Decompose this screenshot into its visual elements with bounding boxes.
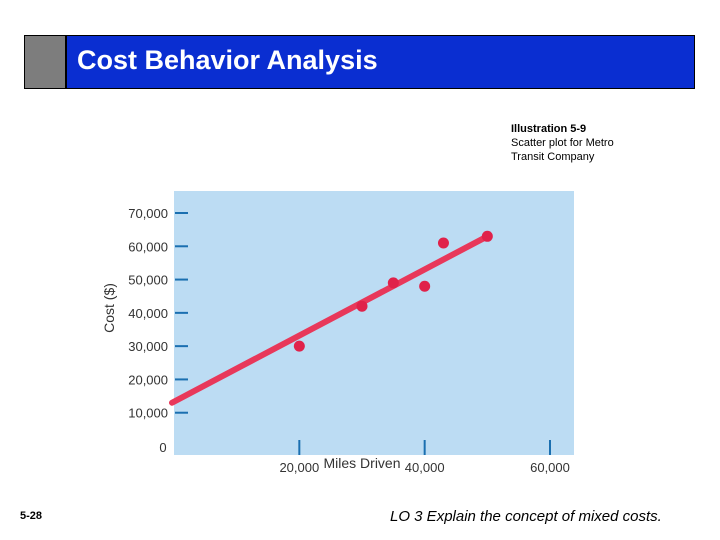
caption-title: Illustration 5-9 [511,123,587,135]
x-tick-label: 20,000 [279,460,319,475]
y-tick-label: 50,000 [128,273,168,288]
illustration-caption: Illustration 5-9 Scatter plot for Metro … [511,122,661,164]
y-tick-label: 70,000 [128,206,168,221]
y-axis-label: Cost ($) [101,283,117,333]
x-axis-label: Miles Driven [323,455,400,471]
y-tick-label: 30,000 [128,339,168,354]
y-tick-label: 40,000 [128,306,168,321]
slide-title: Cost Behavior Analysis [77,45,378,75]
x-axis: 20,000 40,000 60,000 [279,440,570,475]
origin-label: 0 [159,440,166,455]
data-point [293,340,305,352]
scatter-chart-svg: 10,000 20,000 30,000 40,000 50,000 60,000 70,0… [101,191,574,475]
data-point [356,300,368,312]
trend-line-group [169,232,493,406]
learning-objective: LO 3 Explain the concept of mixed costs. [390,508,662,525]
x-tick-label: 60,000 [530,460,570,475]
title-banner: Cost Behavior Analysis [24,35,695,89]
y-tick-label: 60,000 [128,239,168,254]
data-point [419,280,431,292]
data-points [293,230,493,352]
data-point [437,237,449,249]
caption-line-2: Scatter plot for Metro [511,137,614,149]
title-accent-tab [25,36,67,88]
plot-background [174,191,574,455]
y-tick-label: 20,000 [128,372,168,387]
data-point [387,277,399,289]
data-point [481,230,493,242]
scatter-chart: 10,000 20,000 30,000 40,000 50,000 60,000 70,0… [90,183,590,483]
y-tick-label: 10,000 [128,406,168,421]
slide-number: 5-28 [20,510,43,522]
x-tick-label: 40,000 [405,460,445,475]
trend-line [169,232,493,406]
y-axis: 10,000 20,000 30,000 40,000 50,000 60,000 70,0… [128,206,188,421]
caption-line-3: Transit Company [511,151,595,163]
